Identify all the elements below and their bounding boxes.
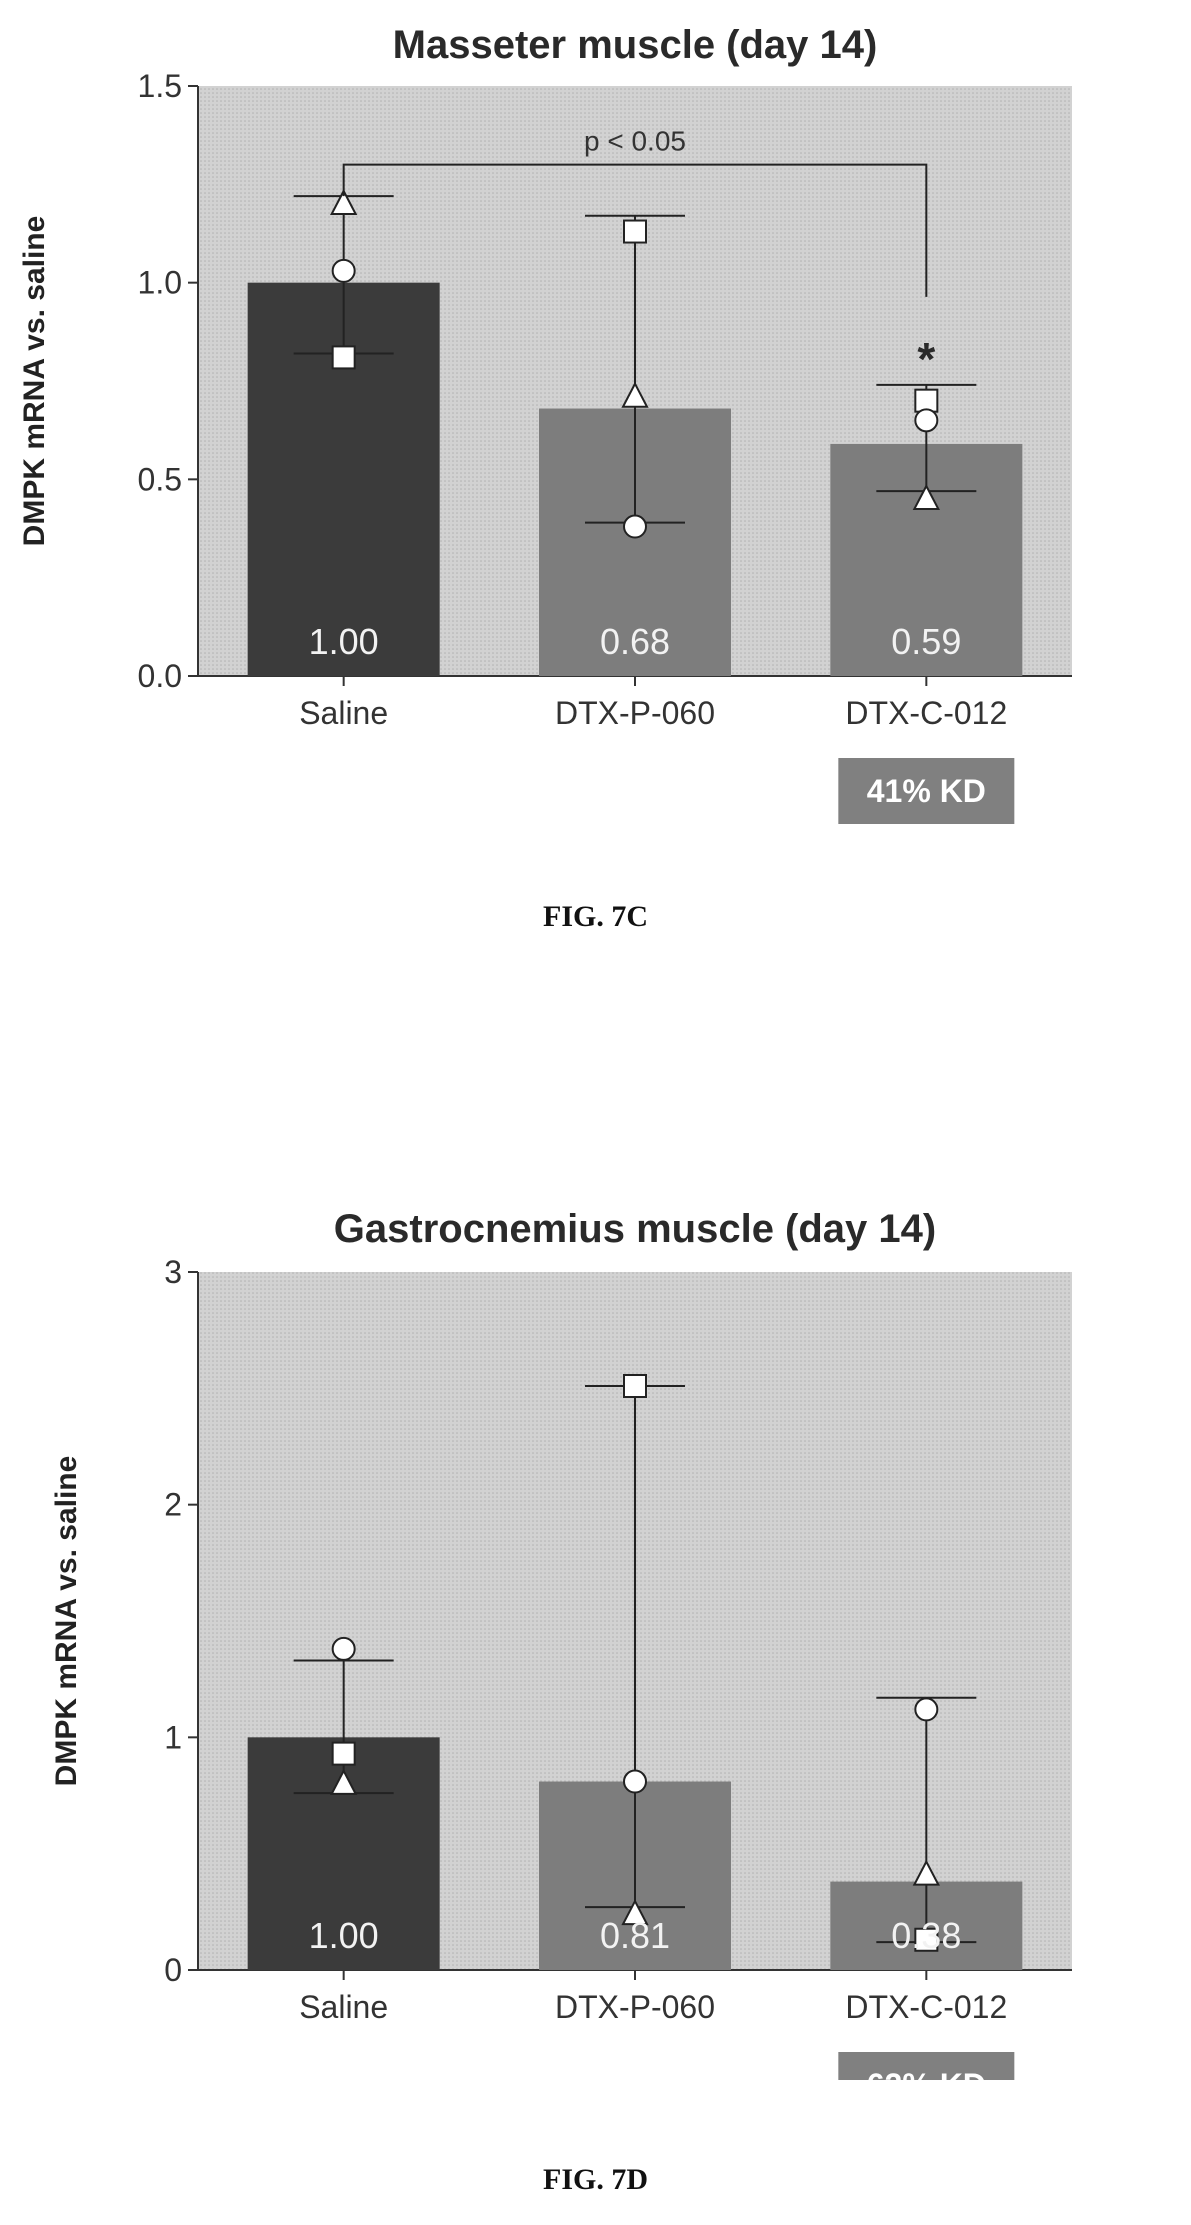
data-point-triangle — [912, 483, 940, 510]
data-point-triangle — [330, 188, 358, 215]
y-tick-label: 0.5 — [138, 461, 182, 497]
x-tick-label: Saline — [299, 695, 388, 731]
y-axis-label: DMPK mRNA vs. saline — [50, 1456, 83, 1787]
bar-value-label: 1.00 — [309, 621, 379, 662]
bar-value-label: 0.81 — [600, 1915, 670, 1956]
data-point-triangle — [912, 1859, 940, 1886]
gastrocnemius-chart: Gastrocnemius muscle (day 14) DMPK mRNA v… — [50, 1207, 1072, 2080]
knockdown-label: 62% KD — [867, 2067, 986, 2080]
y-tick-label: 0.0 — [138, 658, 182, 694]
data-point-square — [331, 1741, 356, 1766]
data-point-square — [623, 1374, 647, 1399]
figure-7d: Gastrocnemius muscle (day 14) DMPK mRNA v… — [0, 1180, 1191, 2225]
data-point-circle — [623, 514, 647, 539]
data-point-square — [331, 345, 356, 370]
significance-bracket — [342, 163, 928, 297]
significance-asterisk: * — [917, 333, 935, 385]
figure-caption: FIG. 7C — [543, 900, 648, 933]
y-tick-label: 1 — [164, 1719, 182, 1755]
significance-label: p < 0.05 — [584, 126, 686, 157]
figure-7c: Masseter muscle (day 14) DMPK mRNA vs. sa… — [0, 0, 1191, 1000]
bar-value-label: 0.68 — [600, 621, 670, 662]
data-point-square — [623, 219, 647, 244]
x-tick-label: DTX-P-060 — [555, 1989, 715, 2025]
y-tick-label: 1.5 — [138, 68, 182, 104]
data-point-triangle — [330, 1768, 358, 1795]
y-axis-label: DMPK mRNA vs. saline — [18, 216, 51, 547]
data-point-circle — [623, 1769, 647, 1794]
data-point-triangle — [621, 381, 649, 408]
knockdown-badge — [838, 2052, 1015, 2080]
data-point-circle — [914, 408, 939, 433]
masseter-chart: Masseter muscle (day 14) DMPK mRNA vs. sa… — [18, 23, 1072, 824]
knockdown-badge — [838, 758, 1015, 824]
y-tick-label: 3 — [164, 1254, 182, 1290]
chart-title: Gastrocnemius muscle (day 14) — [334, 1207, 936, 1251]
data-point-triangle — [621, 1898, 649, 1926]
knockdown-label: 41% KD — [867, 773, 986, 809]
bar-value-label: 0.59 — [891, 621, 961, 662]
y-tick-label: 1.0 — [138, 265, 182, 301]
bar-value-label: 0.38 — [891, 1915, 961, 1956]
chart-title: Masseter muscle (day 14) — [393, 23, 878, 67]
data-point-circle — [331, 258, 356, 283]
x-tick-label: DTX-C-012 — [845, 695, 1007, 731]
y-tick-label: 2 — [164, 1487, 182, 1523]
figure-caption: FIG. 7D — [543, 2163, 648, 2196]
x-tick-label: DTX-C-012 — [845, 1989, 1007, 2025]
data-point-circle — [331, 1636, 356, 1661]
data-point-square — [914, 1927, 939, 1952]
x-tick-label: Saline — [299, 1989, 388, 2025]
x-tick-label: DTX-P-060 — [555, 695, 715, 731]
y-tick-label: 0 — [164, 1952, 182, 1988]
bar-value-label: 1.00 — [309, 1915, 379, 1956]
data-point-circle — [914, 1697, 939, 1722]
